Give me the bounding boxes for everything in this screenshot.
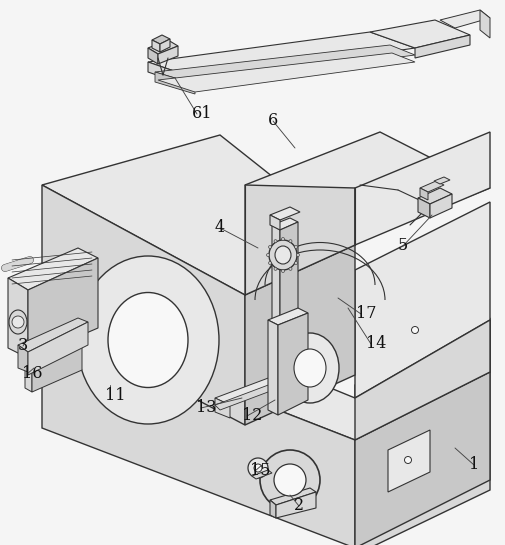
- Polygon shape: [355, 320, 490, 440]
- Polygon shape: [252, 470, 272, 479]
- Polygon shape: [215, 398, 230, 418]
- Polygon shape: [25, 355, 32, 392]
- Polygon shape: [32, 336, 82, 392]
- Circle shape: [296, 253, 299, 257]
- Polygon shape: [245, 185, 355, 295]
- Polygon shape: [215, 375, 300, 410]
- Circle shape: [289, 268, 292, 270]
- Polygon shape: [355, 132, 490, 245]
- Polygon shape: [148, 40, 178, 54]
- Ellipse shape: [108, 293, 188, 387]
- Polygon shape: [28, 322, 88, 375]
- Text: 16: 16: [22, 365, 42, 382]
- Text: 3: 3: [18, 337, 28, 354]
- Circle shape: [281, 269, 284, 272]
- Circle shape: [269, 245, 272, 249]
- Circle shape: [289, 240, 292, 243]
- Polygon shape: [420, 181, 444, 192]
- Polygon shape: [25, 332, 82, 360]
- Polygon shape: [272, 225, 280, 385]
- Polygon shape: [42, 318, 355, 545]
- Polygon shape: [148, 48, 158, 64]
- Polygon shape: [245, 245, 355, 425]
- Polygon shape: [152, 40, 160, 52]
- Polygon shape: [42, 135, 355, 295]
- Polygon shape: [215, 368, 310, 405]
- Circle shape: [412, 326, 419, 334]
- Polygon shape: [430, 194, 452, 218]
- Text: 4: 4: [215, 219, 225, 236]
- Polygon shape: [18, 318, 88, 352]
- Polygon shape: [148, 62, 200, 90]
- Polygon shape: [418, 188, 452, 204]
- Ellipse shape: [275, 246, 291, 264]
- Polygon shape: [160, 39, 170, 52]
- Ellipse shape: [269, 240, 297, 270]
- Polygon shape: [42, 270, 490, 440]
- Polygon shape: [276, 492, 316, 518]
- Ellipse shape: [281, 333, 339, 403]
- Polygon shape: [415, 35, 470, 58]
- Circle shape: [274, 268, 277, 270]
- Ellipse shape: [77, 256, 219, 424]
- Text: 11: 11: [105, 387, 126, 404]
- Polygon shape: [388, 430, 430, 492]
- Text: 61: 61: [192, 105, 213, 122]
- Polygon shape: [158, 46, 178, 64]
- Polygon shape: [272, 218, 298, 230]
- Polygon shape: [434, 177, 450, 184]
- Polygon shape: [28, 258, 98, 358]
- Polygon shape: [355, 202, 490, 398]
- Ellipse shape: [9, 310, 27, 334]
- Circle shape: [12, 316, 24, 328]
- Polygon shape: [42, 185, 245, 425]
- Polygon shape: [268, 308, 308, 325]
- Polygon shape: [420, 188, 428, 200]
- Circle shape: [294, 245, 297, 249]
- Polygon shape: [418, 198, 430, 218]
- Text: 1: 1: [469, 456, 479, 473]
- Text: 12: 12: [242, 407, 263, 424]
- Text: 13: 13: [196, 399, 217, 416]
- Polygon shape: [355, 372, 490, 545]
- Circle shape: [274, 240, 277, 243]
- Polygon shape: [155, 72, 195, 94]
- Polygon shape: [370, 20, 470, 48]
- Polygon shape: [278, 313, 308, 415]
- Text: 6: 6: [268, 112, 278, 129]
- Circle shape: [260, 450, 320, 510]
- Ellipse shape: [294, 349, 326, 387]
- Polygon shape: [18, 345, 28, 372]
- Text: 5: 5: [398, 237, 408, 254]
- Polygon shape: [268, 320, 278, 415]
- Circle shape: [254, 464, 262, 472]
- Polygon shape: [148, 32, 415, 80]
- Polygon shape: [8, 248, 98, 290]
- Polygon shape: [270, 488, 316, 505]
- Circle shape: [248, 458, 268, 478]
- Circle shape: [274, 464, 306, 496]
- Polygon shape: [480, 10, 490, 38]
- Polygon shape: [8, 278, 28, 358]
- Text: 15: 15: [250, 462, 271, 479]
- Polygon shape: [158, 53, 415, 92]
- Polygon shape: [245, 132, 490, 242]
- Text: 17: 17: [356, 305, 377, 322]
- Polygon shape: [355, 318, 490, 545]
- Polygon shape: [270, 500, 276, 518]
- Text: 14: 14: [366, 335, 386, 352]
- Circle shape: [405, 457, 412, 463]
- Circle shape: [267, 253, 270, 257]
- Circle shape: [294, 262, 297, 264]
- Circle shape: [269, 262, 272, 264]
- Polygon shape: [440, 10, 490, 28]
- Polygon shape: [155, 45, 415, 84]
- Polygon shape: [270, 215, 280, 230]
- Polygon shape: [152, 35, 170, 44]
- Polygon shape: [270, 207, 300, 220]
- Polygon shape: [280, 222, 298, 385]
- Circle shape: [281, 238, 284, 240]
- Text: 2: 2: [294, 497, 304, 514]
